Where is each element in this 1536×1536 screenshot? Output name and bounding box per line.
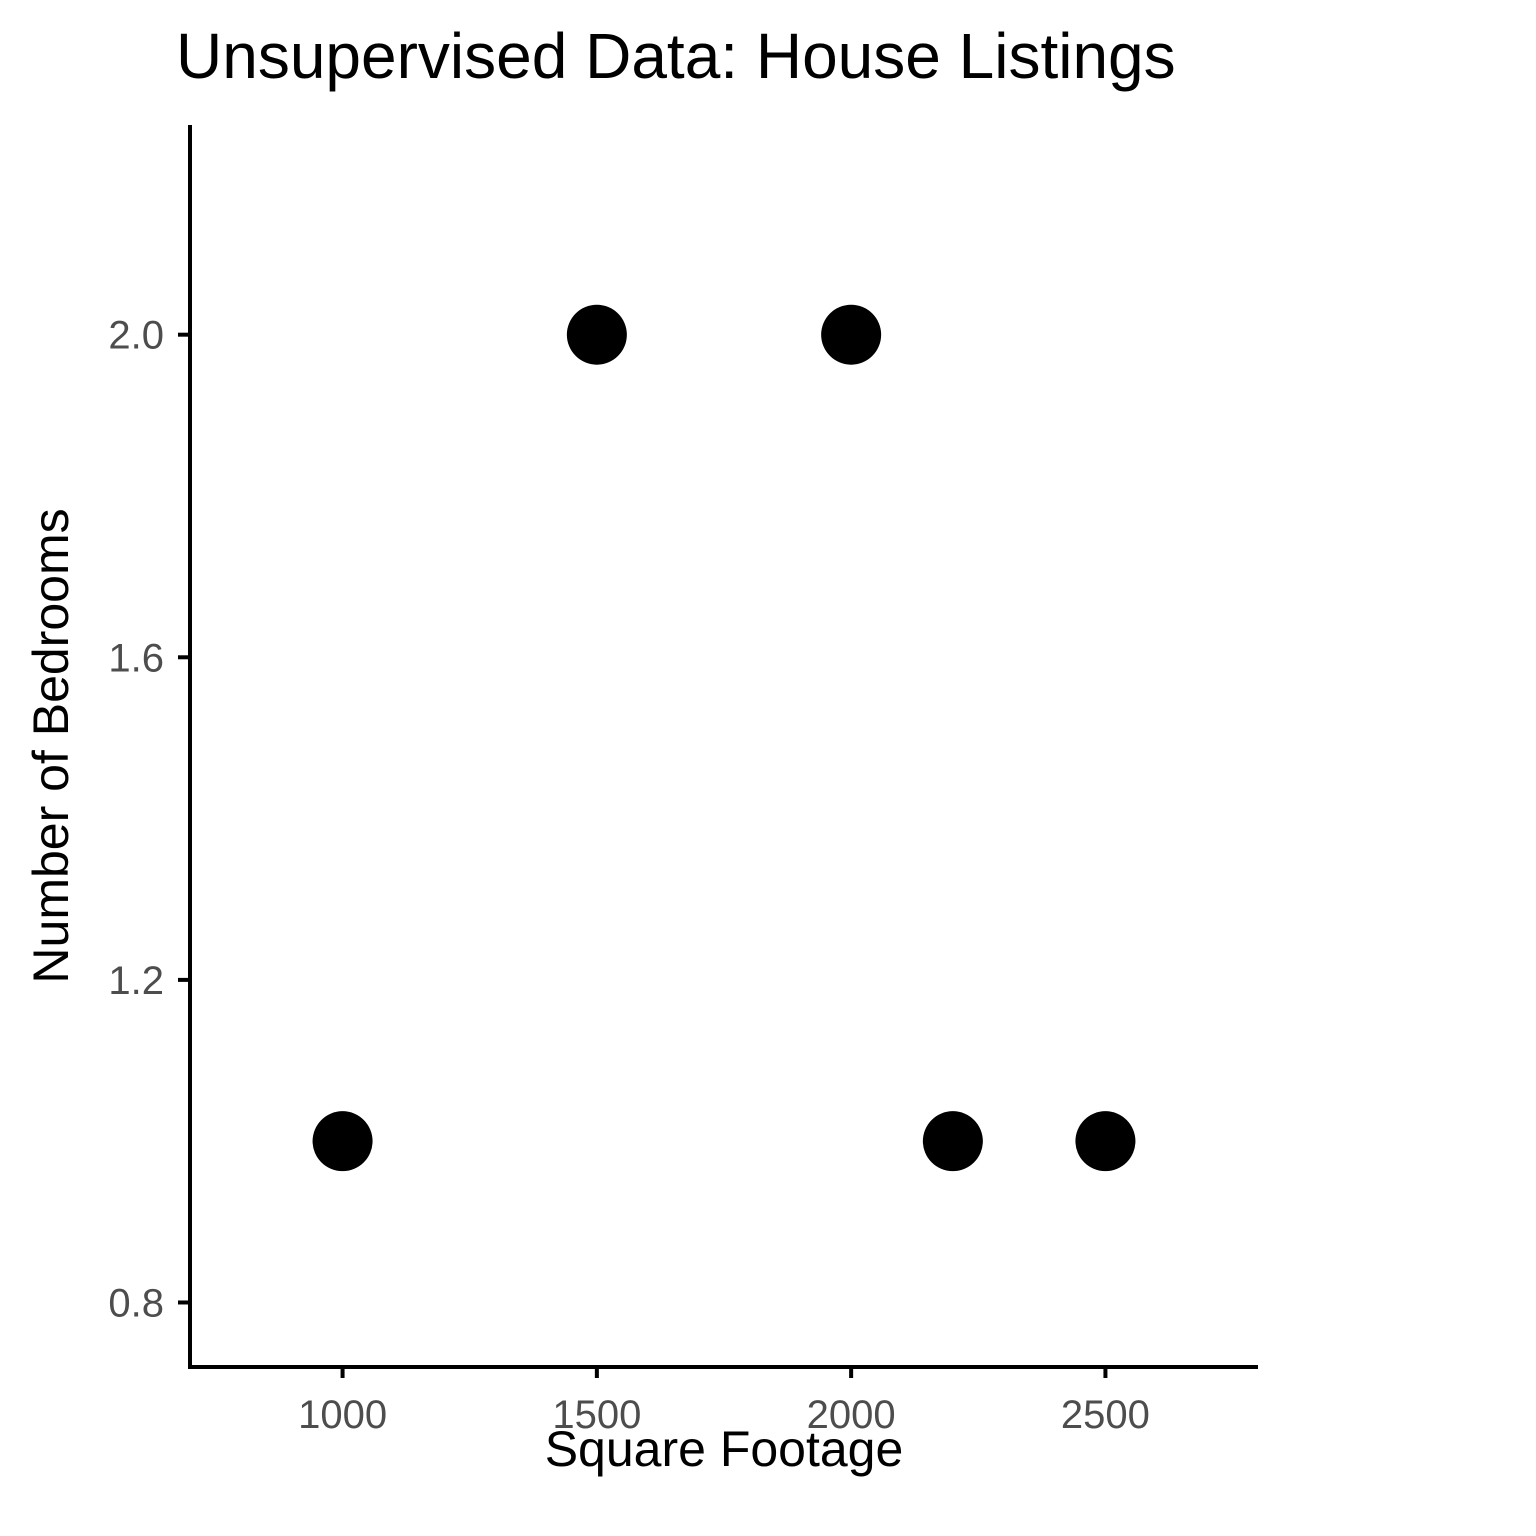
data-points (312, 304, 1136, 1172)
y-tick-label: 0.8 (108, 1281, 164, 1325)
x-tick-label: 1000 (298, 1393, 387, 1437)
y-tick-label: 1.6 (108, 636, 164, 680)
y-axis-label: Number of Bedrooms (23, 508, 79, 983)
data-point (922, 1111, 983, 1172)
y-axis-ticks: 0.8 1.2 1.6 2.0 (108, 314, 190, 1325)
x-tick-label: 2500 (1061, 1393, 1150, 1437)
x-tick-label: 2000 (807, 1393, 896, 1437)
data-point (312, 1111, 373, 1172)
x-axis-label: Square Footage (545, 1421, 904, 1477)
data-point (821, 304, 882, 365)
y-tick-label: 2.0 (108, 314, 164, 358)
chart-title: Unsupervised Data: House Listings (176, 20, 1176, 92)
x-axis-ticks: 1000 1500 2000 2500 (298, 1367, 1150, 1437)
y-tick-label: 1.2 (108, 959, 164, 1003)
data-point (1075, 1111, 1136, 1172)
x-tick-label: 1500 (552, 1393, 641, 1437)
data-point (566, 304, 627, 365)
